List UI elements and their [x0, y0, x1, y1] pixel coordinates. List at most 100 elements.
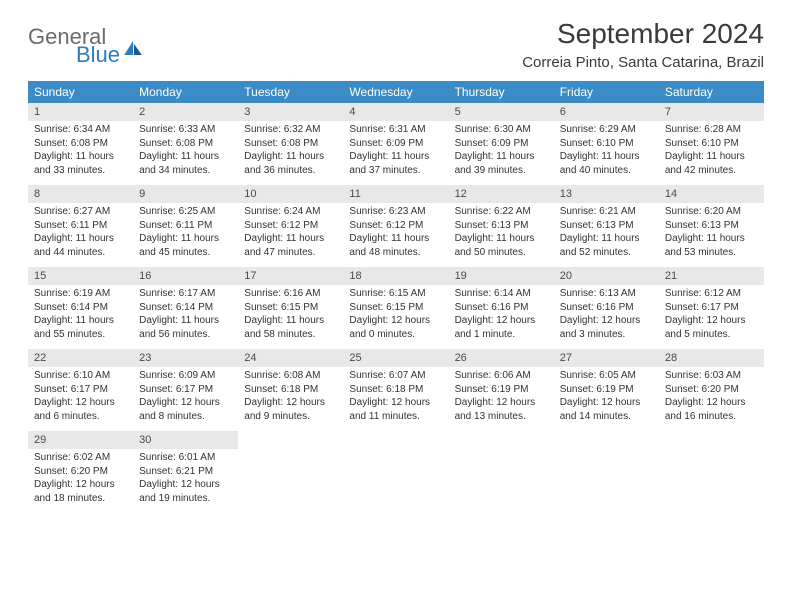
- sunrise-line: Sunrise: 6:22 AM: [455, 205, 548, 219]
- daylight-line: Daylight: 11 hoursand 36 minutes.: [244, 150, 337, 177]
- daynum-cell: 25: [343, 349, 448, 367]
- daylight-line: Daylight: 12 hoursand 13 minutes.: [455, 396, 548, 423]
- sunrise-line: Sunrise: 6:15 AM: [349, 287, 442, 301]
- detail-cell: Sunrise: 6:29 AMSunset: 6:10 PMDaylight:…: [554, 121, 659, 185]
- daynum-cell: 24: [238, 349, 343, 367]
- sunrise-line: Sunrise: 6:24 AM: [244, 205, 337, 219]
- sunrise-line: Sunrise: 6:12 AM: [665, 287, 758, 301]
- daylight-line: Daylight: 11 hoursand 48 minutes.: [349, 232, 442, 259]
- week-1-detail-row: Sunrise: 6:27 AMSunset: 6:11 PMDaylight:…: [28, 203, 764, 267]
- daynum-cell: [238, 431, 343, 449]
- sunrise-line: Sunrise: 6:10 AM: [34, 369, 127, 383]
- daylight-line: Daylight: 11 hoursand 34 minutes.: [139, 150, 232, 177]
- detail-cell: Sunrise: 6:09 AMSunset: 6:17 PMDaylight:…: [133, 367, 238, 431]
- sunset-line: Sunset: 6:11 PM: [139, 219, 232, 233]
- sunrise-line: Sunrise: 6:28 AM: [665, 123, 758, 137]
- daylight-line: Daylight: 11 hoursand 58 minutes.: [244, 314, 337, 341]
- daynum-cell: 14: [659, 185, 764, 203]
- daynum-cell: 13: [554, 185, 659, 203]
- daynum-cell: 10: [238, 185, 343, 203]
- sunrise-line: Sunrise: 6:31 AM: [349, 123, 442, 137]
- daynum-cell: 4: [343, 103, 448, 121]
- daynum-cell: [343, 431, 448, 449]
- sunset-line: Sunset: 6:14 PM: [139, 301, 232, 315]
- sunset-line: Sunset: 6:09 PM: [349, 137, 442, 151]
- detail-cell: Sunrise: 6:08 AMSunset: 6:18 PMDaylight:…: [238, 367, 343, 431]
- daynum-cell: 26: [449, 349, 554, 367]
- daynum-cell: 1: [28, 103, 133, 121]
- daylight-line: Daylight: 11 hoursand 53 minutes.: [665, 232, 758, 259]
- daynum-cell: 7: [659, 103, 764, 121]
- day-header-thursday: Thursday: [449, 81, 554, 103]
- detail-cell: Sunrise: 6:34 AMSunset: 6:08 PMDaylight:…: [28, 121, 133, 185]
- daynum-cell: 15: [28, 267, 133, 285]
- day-header-monday: Monday: [133, 81, 238, 103]
- sunset-line: Sunset: 6:11 PM: [34, 219, 127, 233]
- daylight-line: Daylight: 12 hoursand 16 minutes.: [665, 396, 758, 423]
- sunset-line: Sunset: 6:15 PM: [244, 301, 337, 315]
- sunset-line: Sunset: 6:13 PM: [560, 219, 653, 233]
- sunrise-line: Sunrise: 6:05 AM: [560, 369, 653, 383]
- detail-cell: [449, 449, 554, 513]
- daynum-cell: [554, 431, 659, 449]
- sunset-line: Sunset: 6:08 PM: [34, 137, 127, 151]
- daynum-cell: 5: [449, 103, 554, 121]
- sunset-line: Sunset: 6:17 PM: [34, 383, 127, 397]
- detail-cell: Sunrise: 6:25 AMSunset: 6:11 PMDaylight:…: [133, 203, 238, 267]
- daynum-cell: 2: [133, 103, 238, 121]
- day-header-wednesday: Wednesday: [343, 81, 448, 103]
- daylight-line: Daylight: 11 hoursand 42 minutes.: [665, 150, 758, 177]
- sunrise-line: Sunrise: 6:20 AM: [665, 205, 758, 219]
- sunset-line: Sunset: 6:19 PM: [455, 383, 548, 397]
- detail-cell: Sunrise: 6:33 AMSunset: 6:08 PMDaylight:…: [133, 121, 238, 185]
- calendar-table: SundayMondayTuesdayWednesdayThursdayFrid…: [28, 81, 764, 513]
- logo-words: General Blue: [28, 26, 120, 66]
- title-block: September 2024 Correia Pinto, Santa Cata…: [522, 18, 764, 71]
- logo: General Blue: [28, 18, 142, 66]
- sunrise-line: Sunrise: 6:08 AM: [244, 369, 337, 383]
- sunrise-line: Sunrise: 6:27 AM: [34, 205, 127, 219]
- daynum-cell: 20: [554, 267, 659, 285]
- sunset-line: Sunset: 6:14 PM: [34, 301, 127, 315]
- detail-cell: Sunrise: 6:15 AMSunset: 6:15 PMDaylight:…: [343, 285, 448, 349]
- week-2-detail-row: Sunrise: 6:19 AMSunset: 6:14 PMDaylight:…: [28, 285, 764, 349]
- sunset-line: Sunset: 6:12 PM: [244, 219, 337, 233]
- sunset-line: Sunset: 6:16 PM: [455, 301, 548, 315]
- sunrise-line: Sunrise: 6:17 AM: [139, 287, 232, 301]
- daylight-line: Daylight: 12 hoursand 11 minutes.: [349, 396, 442, 423]
- sunrise-line: Sunrise: 6:06 AM: [455, 369, 548, 383]
- week-0-detail-row: Sunrise: 6:34 AMSunset: 6:08 PMDaylight:…: [28, 121, 764, 185]
- detail-cell: Sunrise: 6:28 AMSunset: 6:10 PMDaylight:…: [659, 121, 764, 185]
- sunrise-line: Sunrise: 6:23 AM: [349, 205, 442, 219]
- sunset-line: Sunset: 6:10 PM: [560, 137, 653, 151]
- detail-cell: Sunrise: 6:20 AMSunset: 6:13 PMDaylight:…: [659, 203, 764, 267]
- detail-cell: Sunrise: 6:30 AMSunset: 6:09 PMDaylight:…: [449, 121, 554, 185]
- sunrise-line: Sunrise: 6:09 AM: [139, 369, 232, 383]
- daynum-cell: 12: [449, 185, 554, 203]
- sunrise-line: Sunrise: 6:33 AM: [139, 123, 232, 137]
- daylight-line: Daylight: 12 hoursand 8 minutes.: [139, 396, 232, 423]
- sunset-line: Sunset: 6:10 PM: [665, 137, 758, 151]
- detail-cell: Sunrise: 6:13 AMSunset: 6:16 PMDaylight:…: [554, 285, 659, 349]
- sunrise-line: Sunrise: 6:02 AM: [34, 451, 127, 465]
- detail-cell: Sunrise: 6:05 AMSunset: 6:19 PMDaylight:…: [554, 367, 659, 431]
- daylight-line: Daylight: 11 hoursand 37 minutes.: [349, 150, 442, 177]
- sunrise-line: Sunrise: 6:13 AM: [560, 287, 653, 301]
- detail-cell: Sunrise: 6:03 AMSunset: 6:20 PMDaylight:…: [659, 367, 764, 431]
- sunset-line: Sunset: 6:18 PM: [244, 383, 337, 397]
- day-header-row: SundayMondayTuesdayWednesdayThursdayFrid…: [28, 81, 764, 103]
- daylight-line: Daylight: 12 hoursand 14 minutes.: [560, 396, 653, 423]
- daylight-line: Daylight: 12 hoursand 1 minute.: [455, 314, 548, 341]
- month-title: September 2024: [522, 18, 764, 50]
- detail-cell: Sunrise: 6:12 AMSunset: 6:17 PMDaylight:…: [659, 285, 764, 349]
- daynum-cell: 29: [28, 431, 133, 449]
- detail-cell: Sunrise: 6:10 AMSunset: 6:17 PMDaylight:…: [28, 367, 133, 431]
- sunset-line: Sunset: 6:09 PM: [455, 137, 548, 151]
- sunrise-line: Sunrise: 6:19 AM: [34, 287, 127, 301]
- day-header-friday: Friday: [554, 81, 659, 103]
- sunrise-line: Sunrise: 6:03 AM: [665, 369, 758, 383]
- daynum-cell: 8: [28, 185, 133, 203]
- sunset-line: Sunset: 6:20 PM: [665, 383, 758, 397]
- daylight-line: Daylight: 11 hoursand 45 minutes.: [139, 232, 232, 259]
- day-header-saturday: Saturday: [659, 81, 764, 103]
